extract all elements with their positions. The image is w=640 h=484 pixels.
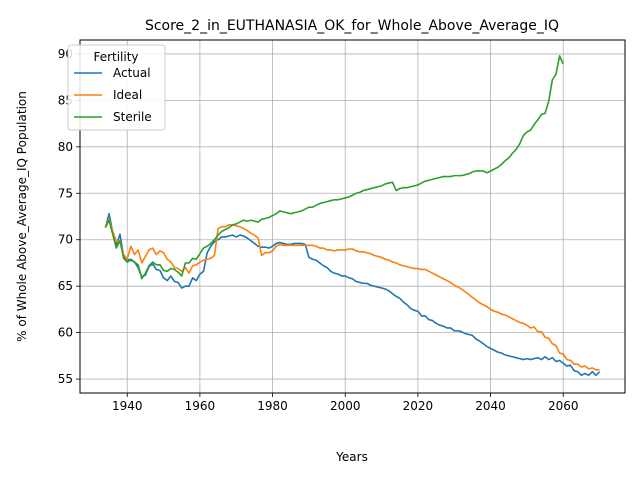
- series-line-actual: [104, 212, 601, 377]
- x-axis-ticks: 1940 1960 1980 2000 2020 2040 2060: [112, 393, 579, 413]
- legend-items: Actual Ideal Sterile: [74, 66, 152, 124]
- series-line-sterile: [104, 54, 564, 280]
- series-lines: [104, 54, 601, 377]
- legend-label-sterile: Sterile: [113, 110, 152, 124]
- y-tick-label: 80: [58, 140, 73, 154]
- legend-label-actual: Actual: [113, 66, 151, 80]
- x-tick-label: 1960: [185, 399, 216, 413]
- x-tick-label: 1980: [257, 399, 288, 413]
- x-tick-label: 2040: [475, 399, 506, 413]
- series-line-ideal: [104, 218, 600, 371]
- y-tick-label: 65: [58, 279, 73, 293]
- chart-title: Score_2_in_EUTHANASIA_OK_for_Whole_Above…: [145, 18, 559, 34]
- x-tick-label: 2000: [330, 399, 361, 413]
- y-tick-label: 70: [58, 233, 73, 247]
- y-axis-label: % of Whole Above_Average_IQ Population: [15, 91, 29, 342]
- legend-box: [67, 44, 166, 131]
- y-tick-label: 55: [58, 372, 73, 386]
- y-tick-label: 60: [58, 326, 73, 340]
- legend: Fertility Actual Ideal Sterile: [67, 44, 166, 131]
- legend-title: Fertility: [93, 50, 138, 64]
- grid: [80, 40, 625, 393]
- x-axis-label: Years: [335, 450, 368, 464]
- x-tick-label: 2020: [403, 399, 434, 413]
- plot-frame: [79, 39, 626, 394]
- x-tick-label: 1940: [112, 399, 143, 413]
- y-tick-label: 75: [58, 186, 73, 200]
- x-tick-label: 2060: [548, 399, 579, 413]
- legend-label-ideal: Ideal: [113, 88, 142, 102]
